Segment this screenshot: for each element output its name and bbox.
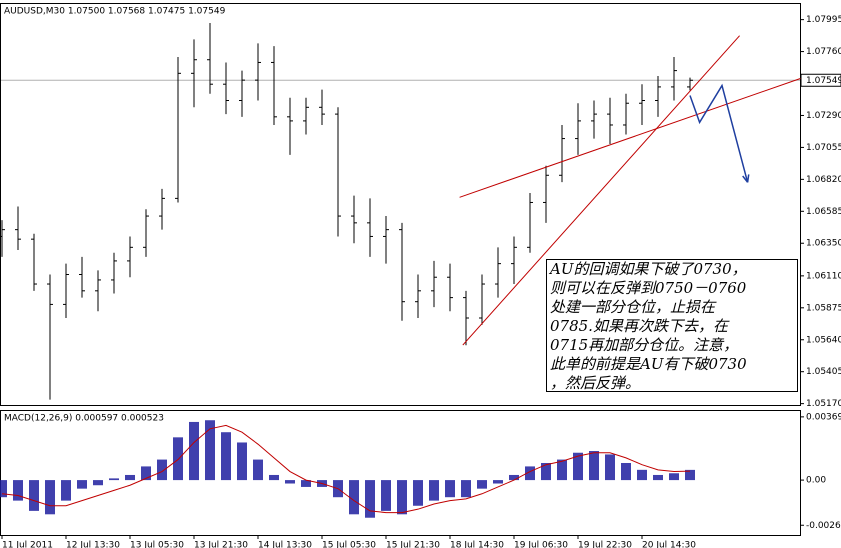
macd-header: MACD(12,26,9) 0.000597 0.000523 <box>4 414 164 424</box>
annotation-line: AU的回调如果下破了0730， <box>550 260 747 278</box>
annotation-box: AU的回调如果下破了0730， 则可以在反弹到0750－0760 处建一部分仓位，止… <box>546 259 798 392</box>
x-tick-label: 12 Jul 13:30 <box>66 541 120 548</box>
macd-bar <box>61 480 71 501</box>
trend-line <box>459 78 801 198</box>
macd-bar <box>621 462 631 481</box>
macd-bar <box>269 474 279 481</box>
macd-bar <box>45 480 55 515</box>
x-tick-label: 13 Jul 05:30 <box>130 541 184 548</box>
macd-bar <box>189 421 199 481</box>
macd-bar <box>0 480 7 498</box>
macd-bar <box>509 474 519 481</box>
macd-bar <box>253 459 263 481</box>
macd-bar <box>525 466 535 481</box>
y-tick-label: 1.06820 <box>806 175 841 185</box>
y-tick-label: 1.05405 <box>806 367 841 377</box>
price-header: AUDUSD,M30 1.07500 1.07568 1.07475 1.075… <box>4 7 226 17</box>
macd-bar <box>349 480 359 515</box>
macd-bar <box>365 480 375 518</box>
macd-bar <box>237 442 247 481</box>
macd-bar <box>93 480 103 486</box>
current-price-label: 1.07549 <box>806 76 841 86</box>
macd-bar <box>653 474 663 481</box>
y-tick-label: 1.05170 <box>806 399 841 409</box>
x-tick-label: 18 Jul 14:30 <box>450 541 504 548</box>
macd-bar <box>445 480 455 498</box>
annotation-line: 此单的前提是AU有下破0730 <box>550 355 747 373</box>
macd-bar <box>13 480 23 501</box>
macd-bar <box>221 432 231 481</box>
macd-bar <box>141 466 151 481</box>
macd-bar <box>381 480 391 511</box>
macd-y-tick-label: -0.00264 <box>806 521 841 531</box>
macd-bar <box>589 451 599 481</box>
x-tick-label: 20 Jul 14:30 <box>642 541 696 548</box>
signal-line <box>1 424 691 514</box>
annotation-line: ，然后反弹。 <box>550 374 641 392</box>
y-tick-label: 1.05640 <box>806 335 841 345</box>
y-tick-label: 1.07055 <box>806 143 841 153</box>
annotation-line: 处建一部分仓位，止损在 <box>550 298 716 316</box>
x-tick-label: 19 Jul 22:30 <box>578 541 632 548</box>
macd-bar <box>205 420 215 481</box>
macd-bar <box>541 462 551 481</box>
current-price-box <box>800 73 841 87</box>
macd-bar <box>301 480 311 487</box>
macd-bar <box>397 480 407 515</box>
macd-bar <box>77 480 87 489</box>
y-tick-label: 1.06110 <box>806 271 841 281</box>
macd-y-tick-label: 0.003697 <box>806 412 841 422</box>
y-tick-label: 1.07995 <box>806 15 841 25</box>
macd-bar <box>429 480 439 501</box>
annotation-line: 0785.如果再次跌下去，在 <box>550 317 728 335</box>
macd-bar <box>29 480 39 511</box>
macd-bar <box>685 469 695 481</box>
macd-bar <box>109 478 119 481</box>
y-tick-label: 1.06350 <box>806 239 841 249</box>
macd-bar <box>669 473 679 481</box>
macd-bar <box>477 480 487 489</box>
macd-y-tick-label: 0.00 <box>806 476 826 486</box>
macd-bar <box>413 480 423 506</box>
macd-bar <box>557 459 567 481</box>
macd-bar <box>605 454 615 481</box>
x-tick-label: 14 Jul 13:30 <box>258 541 312 548</box>
x-tick-label: 15 Jul 05:30 <box>322 541 376 548</box>
arrow-head <box>742 174 750 183</box>
macd-bar <box>573 452 583 481</box>
macd-panel <box>0 410 801 536</box>
annotation-line: 则可以在反弹到0750－0760 <box>550 279 747 297</box>
annotation-line: 0715再加部分仓位。注意， <box>550 336 739 354</box>
y-tick-label: 1.06585 <box>806 207 841 217</box>
y-tick-label: 1.05875 <box>806 303 841 313</box>
macd-bar <box>637 469 647 481</box>
macd-bar <box>493 480 503 484</box>
macd-bar <box>157 459 167 481</box>
y-tick-label: 1.07760 <box>806 47 841 57</box>
arrow-path <box>689 83 749 183</box>
macd-bar <box>461 480 471 498</box>
x-tick-label: 15 Jul 21:30 <box>386 541 440 548</box>
y-tick-label: 1.07290 <box>806 111 841 121</box>
x-tick-label: 13 Jul 21:30 <box>194 541 248 548</box>
macd-bar <box>173 437 183 481</box>
x-tick-label: 19 Jul 06:30 <box>514 541 568 548</box>
macd-bar <box>125 474 135 481</box>
macd-bar <box>285 480 295 484</box>
trend-line <box>462 35 740 346</box>
x-tick-label: 11 Jul 2011 <box>2 541 53 548</box>
